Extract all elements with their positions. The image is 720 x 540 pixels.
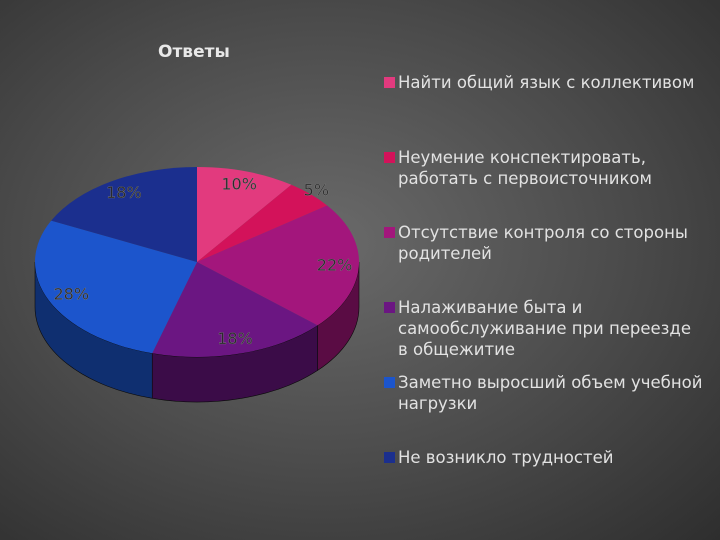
chart-title: Ответы <box>158 42 230 62</box>
legend-swatch <box>384 152 395 163</box>
data-label: 18% <box>217 329 253 348</box>
pie-slice <box>51 167 197 262</box>
legend-swatch <box>384 227 395 238</box>
pie-slice <box>34 220 197 354</box>
legend-swatch <box>384 302 395 313</box>
legend-label: Найти общий язык с коллективом <box>398 73 695 92</box>
legend-item: Отсутствие контроля со стороны родителей <box>384 222 704 297</box>
legend-label: Не возникло трудностей <box>398 448 614 467</box>
legend-swatch <box>384 452 395 463</box>
data-label: 10% <box>221 175 257 194</box>
legend: Найти общий язык с коллективом Неумение к… <box>384 72 704 522</box>
pie-slice <box>197 184 328 262</box>
data-label: 28% <box>53 284 89 303</box>
legend-label: Неумение конспектировать, работать с пер… <box>398 148 652 188</box>
legend-swatch <box>384 377 395 388</box>
legend-item: Не возникло трудностей <box>384 447 704 522</box>
legend-label: Налаживание быта и самообслуживание при … <box>398 298 691 359</box>
legend-label: Заметно выросший объем учебной нагрузки <box>398 373 703 413</box>
legend-item: Найти общий язык с коллективом <box>384 72 704 147</box>
pie-slice <box>197 167 292 262</box>
pie-slice <box>152 262 318 357</box>
pie-slice <box>197 205 359 326</box>
legend-swatch <box>384 77 395 88</box>
legend-label: Отсутствие контроля со стороны родителей <box>398 223 688 263</box>
data-label: 18% <box>106 183 142 202</box>
data-label: 5% <box>304 180 329 199</box>
data-label: 22% <box>317 255 353 274</box>
legend-item: Неумение конспектировать, работать с пер… <box>384 147 704 222</box>
legend-item: Заметно выросший объем учебной нагрузки <box>384 372 704 447</box>
legend-item: Налаживание быта и самообслуживание при … <box>384 297 704 372</box>
